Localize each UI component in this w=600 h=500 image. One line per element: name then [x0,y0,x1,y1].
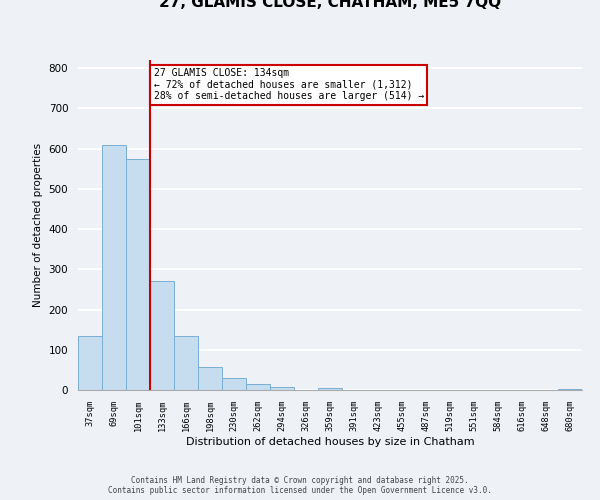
Y-axis label: Number of detached properties: Number of detached properties [33,143,43,307]
Bar [126,158,150,390]
Bar [102,144,126,390]
Bar [246,384,270,390]
Text: Contains HM Land Registry data © Crown copyright and database right 2025.
Contai: Contains HM Land Registry data © Crown c… [108,476,492,495]
Text: 27 GLAMIS CLOSE: 134sqm
← 72% of detached houses are smaller (1,312)
28% of semi: 27 GLAMIS CLOSE: 134sqm ← 72% of detache… [154,68,424,101]
Bar [270,387,294,390]
Bar [318,388,342,390]
Bar [174,336,198,390]
Title: 27, GLAMIS CLOSE, CHATHAM, ME5 7QQ: 27, GLAMIS CLOSE, CHATHAM, ME5 7QQ [159,0,501,10]
Bar [150,282,174,390]
Bar [78,336,102,390]
Bar [198,366,222,390]
X-axis label: Distribution of detached houses by size in Chatham: Distribution of detached houses by size … [185,437,475,447]
Bar [558,389,582,390]
Bar [222,378,246,390]
